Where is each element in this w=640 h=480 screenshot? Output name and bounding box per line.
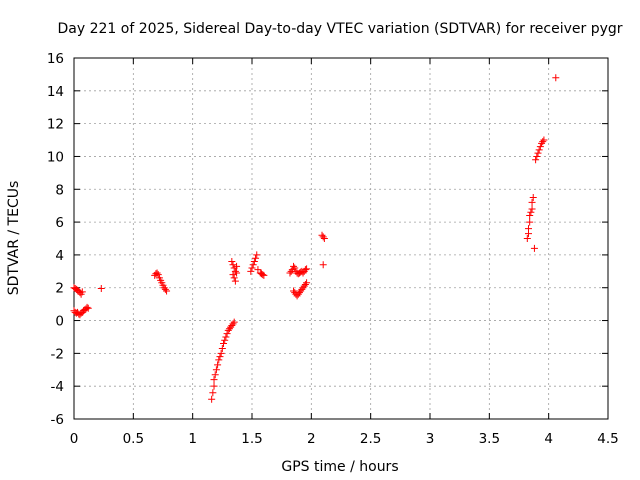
data-point — [209, 389, 217, 397]
data-point — [526, 212, 534, 220]
data-point — [229, 320, 237, 328]
data-point — [534, 149, 542, 157]
grid-lines — [74, 58, 608, 419]
data-point — [319, 233, 327, 241]
data-point — [230, 318, 238, 326]
data-point — [260, 271, 268, 279]
y-tick-label: -6 — [51, 412, 64, 428]
data-points — [70, 74, 560, 403]
y-tick-label: 0 — [55, 314, 64, 330]
data-point — [210, 376, 218, 384]
data-point — [529, 193, 537, 201]
data-point — [290, 262, 298, 270]
x-tick-label: 3 — [426, 431, 435, 447]
y-tick-label: 16 — [47, 51, 64, 67]
data-point — [536, 143, 544, 151]
data-point — [222, 333, 230, 341]
data-point — [216, 353, 224, 361]
data-point — [250, 257, 258, 265]
plot-frame — [73, 57, 609, 420]
data-point — [301, 266, 309, 274]
x-tick-label: 0.5 — [123, 431, 144, 447]
data-point — [532, 156, 540, 164]
data-point — [528, 198, 536, 206]
data-point — [83, 303, 91, 311]
x-tick-label: 2 — [307, 431, 316, 447]
data-point — [247, 267, 255, 275]
data-point — [539, 138, 547, 146]
y-tick-label: 12 — [47, 117, 64, 133]
y-tick-label: 2 — [55, 281, 64, 297]
x-tick-label: 4 — [544, 431, 553, 447]
data-point — [233, 269, 241, 277]
data-point — [154, 271, 162, 279]
data-point — [533, 152, 541, 160]
data-point — [320, 235, 328, 242]
data-point — [229, 271, 237, 279]
data-point — [524, 225, 532, 233]
x-tick-label: 0 — [70, 431, 79, 447]
data-point — [229, 261, 237, 269]
x-axis-label: GPS time / hours — [281, 459, 398, 475]
data-point — [319, 261, 327, 269]
data-point — [540, 136, 548, 144]
data-point — [233, 262, 241, 270]
data-point — [223, 330, 231, 338]
data-point — [78, 288, 86, 296]
y-tick-label: -4 — [51, 379, 64, 395]
data-point — [217, 349, 225, 357]
data-point — [252, 254, 260, 262]
data-point — [161, 285, 169, 293]
data-point — [220, 340, 228, 348]
y-tick-label: 8 — [55, 182, 64, 198]
data-point — [97, 285, 105, 293]
data-point — [249, 261, 257, 269]
data-point — [228, 257, 236, 265]
data-point — [212, 366, 220, 374]
data-point — [214, 361, 222, 369]
data-point — [259, 271, 267, 279]
y-axis-label: SDTVAR / TECUs — [6, 181, 22, 296]
data-point — [526, 218, 534, 226]
data-point — [215, 356, 223, 364]
data-point — [230, 274, 238, 282]
data-point — [221, 336, 229, 344]
data-point — [231, 277, 239, 285]
data-point — [552, 74, 560, 82]
data-point — [208, 395, 216, 403]
data-point — [523, 235, 531, 242]
data-point — [530, 244, 538, 252]
data-point — [218, 344, 226, 352]
x-tick-label: 4.5 — [597, 431, 618, 447]
y-tick-label: 4 — [55, 248, 64, 264]
data-point — [210, 382, 218, 390]
data-point — [84, 304, 92, 312]
data-point — [527, 208, 535, 216]
data-point — [303, 265, 311, 273]
data-point — [163, 287, 171, 295]
y-tick-label: -2 — [51, 346, 64, 362]
x-tick-label: 2.5 — [360, 431, 381, 447]
x-tick-labels: 0 0.5 1 1.5 2 2.5 3 3.5 4 4.5 — [70, 431, 619, 447]
x-tick-label: 1 — [188, 431, 197, 447]
y-tick-label: 10 — [47, 149, 64, 165]
data-point — [535, 146, 543, 154]
y-tick-labels: -6 -4 -2 0 2 4 6 8 10 12 14 16 — [47, 51, 64, 428]
x-tick-label: 1.5 — [241, 431, 262, 447]
data-point — [303, 279, 311, 287]
data-point — [211, 371, 219, 379]
data-point — [528, 205, 536, 213]
y-tick-label: 6 — [55, 215, 64, 231]
chart-title: Day 221 of 2025, Sidereal Day-to-day VTE… — [57, 21, 622, 37]
data-point — [153, 269, 161, 277]
data-point — [301, 280, 309, 288]
y-tick-label: 14 — [47, 84, 64, 100]
x-tick-label: 3.5 — [479, 431, 500, 447]
data-point — [248, 264, 256, 272]
data-point — [291, 264, 299, 272]
axis-ticks — [73, 57, 609, 420]
data-point — [253, 251, 261, 259]
